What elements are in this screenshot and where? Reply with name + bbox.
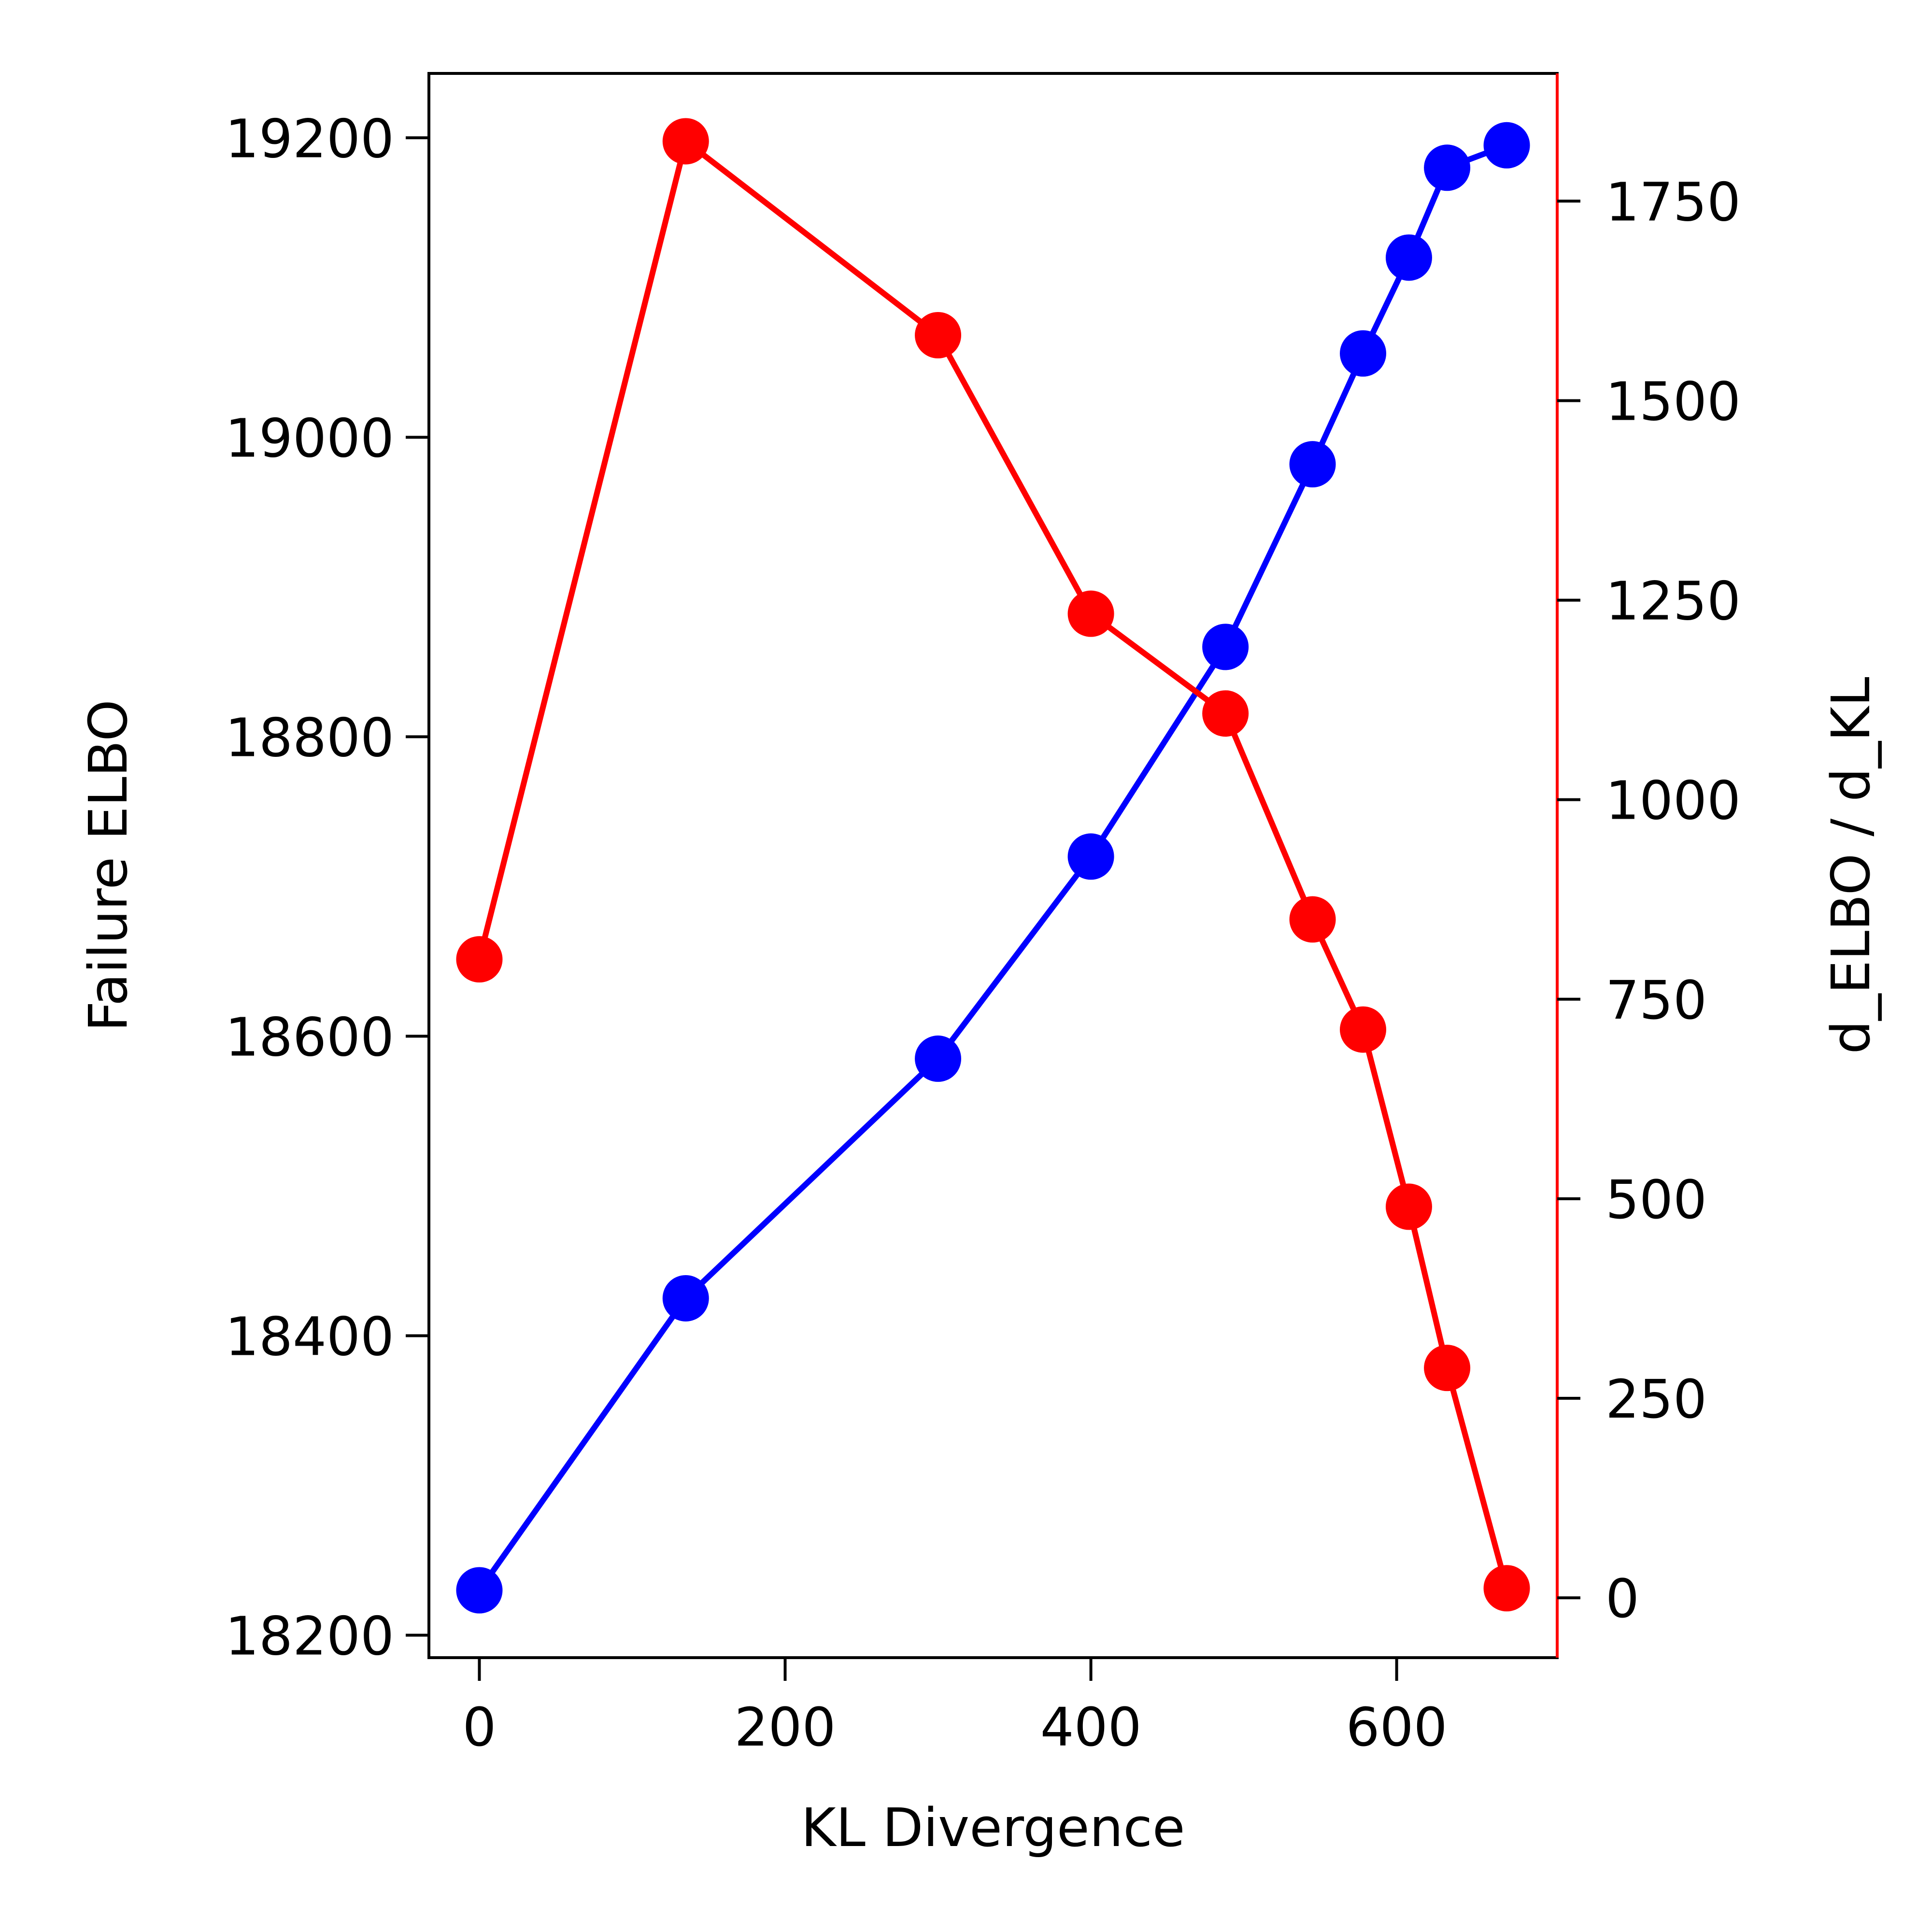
y2-tick-label: 750 (1605, 969, 1707, 1031)
y-tick-label: 18400 (225, 1306, 394, 1367)
data-point (1424, 1345, 1471, 1392)
x-tick-label: 600 (1346, 1696, 1448, 1758)
x-tick-label: 400 (1040, 1696, 1142, 1758)
y2-tick-label: 1500 (1605, 370, 1741, 432)
x-axis-label: KL Divergence (801, 1797, 1185, 1859)
x-tick-label: 0 (462, 1696, 496, 1758)
y2-axis-label: d_ELBO / d_KL (1820, 677, 1882, 1054)
y2-tick-label: 0 (1605, 1568, 1639, 1630)
data-point (1289, 896, 1336, 943)
plot-area (456, 118, 1530, 1614)
data-point (1483, 122, 1530, 169)
y-tick-label: 18600 (225, 1006, 394, 1068)
y-axis-left: 18200 18400 18600 18800 19000 19200 (225, 108, 429, 1667)
y-axis-label: Failure ELBO (77, 699, 139, 1032)
series-1 (456, 118, 1530, 1612)
data-point (1385, 234, 1432, 281)
y-tick-label: 18200 (225, 1605, 394, 1667)
data-point (1483, 1565, 1530, 1612)
data-point (1202, 690, 1249, 737)
series-0 (456, 122, 1530, 1614)
series-line (476, 138, 1510, 1589)
y2-tick-label: 1000 (1605, 770, 1741, 832)
y2-tick-label: 250 (1605, 1368, 1707, 1430)
data-point (1067, 833, 1114, 880)
y-tick-label: 18800 (225, 707, 394, 768)
data-point (456, 1567, 503, 1614)
y2-tick-label: 1750 (1605, 171, 1741, 233)
data-point (1424, 144, 1471, 191)
y-tick-label: 19000 (225, 407, 394, 469)
y-tick-label: 19200 (225, 108, 394, 170)
data-point (662, 1275, 709, 1321)
y2-tick-label: 1250 (1605, 570, 1741, 632)
data-point (1202, 624, 1249, 670)
series-line (477, 142, 1508, 1592)
y-axis-right: 0 250 500 750 1000 1250 1500 1750 (1557, 171, 1741, 1630)
data-point (662, 118, 709, 165)
data-point (456, 936, 503, 983)
data-point (915, 1035, 962, 1082)
data-point (915, 312, 962, 358)
y2-tick-label: 500 (1605, 1169, 1707, 1231)
x-tick-label: 200 (735, 1696, 836, 1758)
x-axis: 0 200 400 600 (462, 1658, 1448, 1758)
data-point (1340, 1006, 1387, 1053)
data-point (1340, 330, 1387, 377)
data-point (1289, 441, 1336, 488)
data-point (1385, 1183, 1432, 1230)
data-point (1067, 590, 1114, 637)
